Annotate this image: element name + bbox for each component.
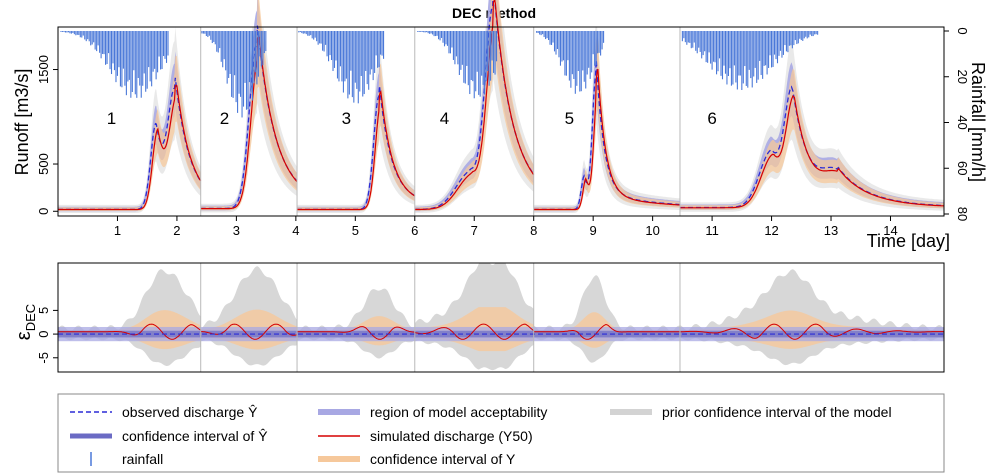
legend-label: region of model acceptability bbox=[370, 404, 547, 420]
legend-item-rainfall: rainfall bbox=[90, 451, 163, 467]
x-tick-label: 13 bbox=[824, 223, 838, 238]
rain-tick-label: 60 bbox=[955, 161, 970, 175]
residual-simulated-event-2 bbox=[200, 323, 298, 340]
residual-simulated-event-5 bbox=[533, 323, 680, 340]
event-label-3: 3 bbox=[342, 109, 351, 128]
residual-divider-layer bbox=[200, 263, 681, 372]
top-plot-frame bbox=[57, 26, 945, 217]
observed-discharge-event-5 bbox=[533, 60, 680, 211]
legend-item-conf_y: confidence interval of Y bbox=[318, 451, 516, 467]
x-tick-label: 1 bbox=[114, 223, 121, 238]
x-axis: 1 2 3 4 5 6 7 8 9 10 11 12 13 14 bbox=[114, 216, 898, 238]
y-tick-label: 500 bbox=[36, 153, 51, 175]
x-tick-label: 9 bbox=[590, 223, 597, 238]
simulated-discharge-event-3 bbox=[297, 90, 416, 211]
legend-item-conf_obs: confidence interval of Ŷ bbox=[70, 428, 268, 444]
x-tick-label: 6 bbox=[411, 223, 418, 238]
legend-frame bbox=[57, 393, 945, 473]
line-layer bbox=[58, 0, 945, 211]
x-axis-label: Time [day] bbox=[867, 231, 950, 251]
x-tick-label: 7 bbox=[471, 223, 478, 238]
legend: observed discharge Ŷ confidence interval … bbox=[57, 393, 945, 473]
residual-prior-event-5 bbox=[533, 275, 680, 363]
legend-label: confidence interval of Y bbox=[370, 451, 516, 467]
x-tick-label: 5 bbox=[352, 223, 359, 238]
rain-tick-label: 0 bbox=[955, 27, 970, 34]
event-divider-layer bbox=[200, 27, 681, 216]
confidence-y-band-event-5 bbox=[533, 35, 680, 211]
legend-item-prior: prior confidence interval of the model bbox=[610, 404, 892, 420]
x-tick-label: 10 bbox=[645, 223, 659, 238]
prior-band-event-1 bbox=[58, 27, 201, 213]
confidence-y-band-event-1 bbox=[58, 55, 201, 212]
x-tick-label: 11 bbox=[705, 223, 719, 238]
simulated-discharge-event-4 bbox=[414, 0, 535, 211]
residual-simulated-event-6 bbox=[680, 323, 944, 340]
residual-y-axis: -5 0 5 bbox=[36, 307, 58, 364]
rain-tick-label: 20 bbox=[955, 70, 970, 84]
simulated-discharge-event-1 bbox=[58, 84, 202, 211]
confidence-y-band-event-6 bbox=[680, 68, 944, 210]
rain-tick-label: 40 bbox=[955, 115, 970, 129]
event-label-5: 5 bbox=[565, 109, 574, 128]
residual-simulated-event-4 bbox=[414, 323, 534, 340]
legend-label: rainfall bbox=[122, 451, 163, 467]
event-label-2: 2 bbox=[220, 109, 229, 128]
observed-discharge-event-1 bbox=[58, 77, 202, 211]
residual-y-tick-label: -5 bbox=[36, 352, 51, 364]
rain-axis-label: Rainfall [mm/h] bbox=[968, 62, 988, 182]
event-label-1: 1 bbox=[107, 109, 116, 128]
acceptability-band-event-6 bbox=[680, 62, 944, 210]
legend-label: prior confidence interval of the model bbox=[662, 404, 892, 420]
x-tick-label: 14 bbox=[883, 223, 897, 238]
x-tick-label: 2 bbox=[173, 223, 180, 238]
legend-label: confidence interval of Ŷ bbox=[122, 428, 268, 444]
confidence-y-band-event-4 bbox=[414, 0, 534, 211]
x-tick-label: 3 bbox=[233, 223, 240, 238]
legend-item-simulated: simulated discharge (Y50) bbox=[318, 428, 533, 444]
residual-line-layer bbox=[58, 323, 944, 340]
prior-band-event-5 bbox=[533, 27, 680, 213]
x-tick-label: 8 bbox=[530, 223, 537, 238]
legend-item-observed: observed discharge Ŷ bbox=[70, 404, 258, 420]
prior-band-event-6 bbox=[680, 39, 944, 212]
simulated-discharge-event-2 bbox=[200, 36, 298, 210]
y-tick-label: 0 bbox=[36, 208, 51, 215]
residual-y-tick-label: 5 bbox=[36, 307, 51, 314]
residual-y-tick-label: 0 bbox=[36, 330, 51, 337]
bottom-plot-frame bbox=[57, 262, 945, 373]
y-axis: 0 500 1500 bbox=[36, 55, 58, 215]
residual-y-axis-label: εDEC bbox=[13, 304, 38, 340]
rainfall-layer bbox=[60, 31, 819, 118]
rain-tick-label: 80 bbox=[955, 207, 970, 221]
simulated-discharge-event-5 bbox=[533, 68, 680, 211]
event-label-6: 6 bbox=[707, 109, 716, 128]
y-axis-label: Runoff [m3/s] bbox=[12, 69, 32, 176]
residual-simulated-event-3 bbox=[297, 326, 415, 340]
prior-band-event-3 bbox=[297, 38, 415, 213]
acceptability-band-event-2 bbox=[200, 0, 297, 211]
event-label-layer: 1 2 3 4 5 6 bbox=[107, 109, 717, 128]
residual-simulated-event-1 bbox=[58, 323, 201, 340]
x-tick-label: 12 bbox=[764, 223, 778, 238]
event-label-4: 4 bbox=[440, 109, 449, 128]
legend-label: observed discharge Ŷ bbox=[122, 404, 258, 420]
rain-axis: 0 20 40 60 80 bbox=[944, 27, 970, 221]
legend-label: simulated discharge (Y50) bbox=[370, 428, 533, 444]
legend-item-region: region of model acceptability bbox=[318, 404, 547, 420]
y-tick-label: 1500 bbox=[36, 55, 51, 84]
band-layer bbox=[58, 0, 944, 212]
x-tick-label: 4 bbox=[292, 223, 299, 238]
simulated-discharge-event-6 bbox=[680, 95, 945, 209]
